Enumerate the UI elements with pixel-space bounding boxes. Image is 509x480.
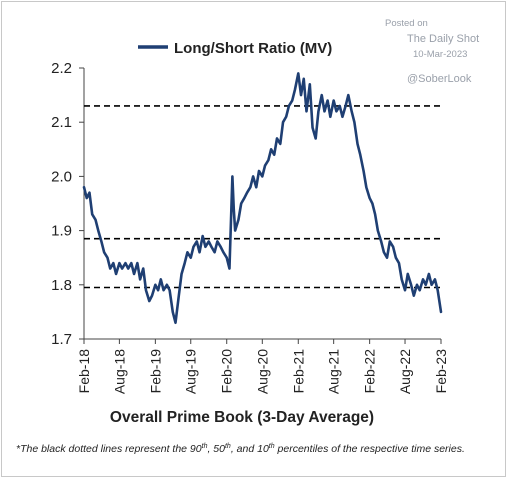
x-tick-label: Feb-19 xyxy=(147,349,163,394)
x-tick-label: Aug-22 xyxy=(397,349,413,394)
watermark: Posted on The Daily Shot 10-Mar-2023 @So… xyxy=(385,18,479,85)
x-axis-label: Overall Prime Book (3-Day Average) xyxy=(110,409,374,426)
x-tick-label: Feb-18 xyxy=(76,349,92,394)
y-ticks: 1.7 1.8 1.9 2.0 2.1 2.2 xyxy=(51,60,84,348)
y-tick-label: 2.1 xyxy=(51,114,72,131)
watermark-posted-on: Posted on xyxy=(385,18,428,29)
x-tick-label: Aug-20 xyxy=(254,349,270,394)
x-tick-label: Feb-22 xyxy=(362,349,378,394)
y-tick-label: 2.2 xyxy=(51,60,72,77)
series-line-long-short-ratio xyxy=(82,72,443,325)
y-tick-label: 1.7 xyxy=(51,331,72,348)
x-tick-label: Feb-21 xyxy=(290,349,306,394)
watermark-date: 10-Mar-2023 xyxy=(413,49,467,60)
y-tick-label: 1.9 xyxy=(51,223,72,240)
x-tick-label: Aug-18 xyxy=(111,349,127,394)
axes xyxy=(83,68,441,340)
x-tick-label: Feb-23 xyxy=(433,349,449,394)
y-tick-label: 1.8 xyxy=(51,277,72,294)
legend: Long/Short Ratio (MV) xyxy=(138,40,332,57)
series-layer xyxy=(82,72,443,325)
watermark-handle: @SoberLook xyxy=(407,73,472,85)
y-tick-label: 2.0 xyxy=(51,168,72,185)
x-tick-label: Aug-19 xyxy=(183,349,199,394)
x-tick-label: Feb-20 xyxy=(219,349,235,394)
x-tick-label: Aug-21 xyxy=(326,349,342,394)
x-ticks: Feb-18 Aug-18 Feb-19 Aug-19 Feb-20 Aug-20 Feb-… xyxy=(76,339,449,394)
watermark-source: The Daily Shot xyxy=(407,33,479,45)
reference-lines xyxy=(84,105,441,289)
footnote: *The black dotted lines represent the 90… xyxy=(16,443,465,455)
legend-label: Long/Short Ratio (MV) xyxy=(174,40,332,57)
